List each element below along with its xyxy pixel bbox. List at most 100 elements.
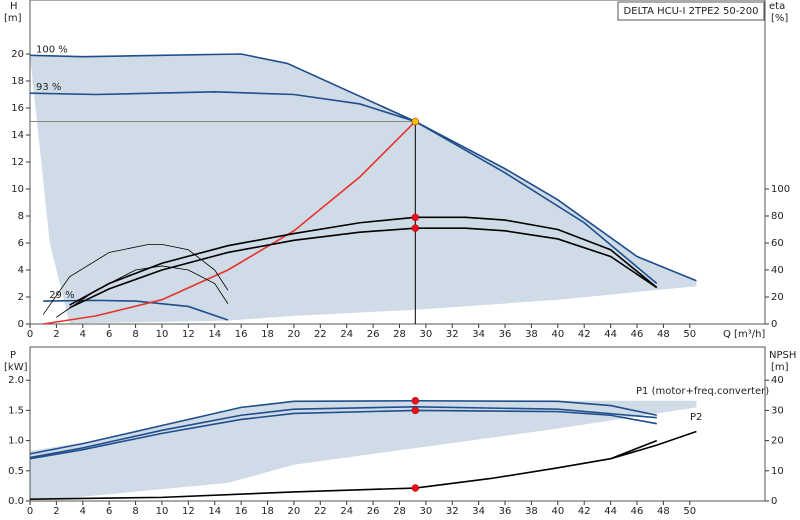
y2-axis-unit: [m] — [771, 362, 789, 373]
curve — [29, 90, 658, 285]
x-tick-label: 30 — [420, 329, 433, 340]
x-tick-label: 50 — [683, 506, 696, 517]
x-tick-label: 32 — [446, 506, 459, 517]
x-tick-label: 6 — [106, 506, 112, 517]
curve — [69, 216, 658, 306]
curve — [43, 120, 416, 325]
y2-tick-label: 20 — [771, 436, 784, 447]
y2-axis-label: NPSH — [769, 350, 796, 361]
y2-tick-label: 100 — [771, 184, 790, 195]
x-tick-label: 14 — [208, 329, 221, 340]
x-tick-label: 30 — [420, 506, 433, 517]
x-tick-label: 34 — [472, 506, 485, 517]
y-axis-unit: [kW] — [4, 362, 28, 373]
x-tick-label: 42 — [578, 506, 591, 517]
series-label: 93 % — [36, 82, 61, 93]
y-tick-label: 10 — [11, 184, 24, 195]
x-tick-label: 18 — [261, 329, 274, 340]
series-label: 100 % — [36, 44, 68, 55]
x-tick-label: 2 — [53, 506, 59, 517]
y-tick-label: 12 — [11, 157, 24, 168]
x-tick-label: 50 — [683, 329, 696, 340]
x-tick-label: 38 — [525, 506, 538, 517]
x-tick-label: 28 — [393, 329, 406, 340]
y-axis-label: P — [10, 350, 16, 361]
x-tick-label: 4 — [80, 329, 86, 340]
y-tick-label: 20 — [11, 49, 24, 60]
y-tick-label: 14 — [11, 130, 24, 141]
x-tick-label: 2 — [53, 329, 59, 340]
x-tick-label: 38 — [525, 329, 538, 340]
curve — [29, 405, 657, 459]
x-tick-label: 16 — [235, 506, 248, 517]
x-tick-label: 0 — [27, 506, 33, 517]
x-tick-label: 46 — [631, 506, 644, 517]
y2-tick-label: 80 — [771, 211, 784, 222]
x-tick-label: 8 — [132, 329, 138, 340]
y2-tick-label: 20 — [771, 292, 784, 303]
curve — [69, 227, 658, 309]
x-tick-label: 26 — [367, 329, 380, 340]
x-tick-label: 22 — [314, 329, 327, 340]
x-tick-label: 42 — [578, 329, 591, 340]
x-tick-label: 46 — [631, 329, 644, 340]
operating-point — [411, 213, 420, 222]
x-tick-label: 4 — [80, 506, 86, 517]
y-tick-label: 0.5 — [8, 466, 24, 477]
x-tick-label: 26 — [367, 506, 380, 517]
curve — [29, 53, 697, 282]
x-tick-label: 18 — [261, 506, 274, 517]
y-tick-label: 0.0 — [8, 496, 24, 507]
x-tick-label: 12 — [182, 506, 195, 517]
y-tick-label: 6 — [18, 238, 24, 249]
series-label: P1 (motor+freq.converter) — [636, 386, 769, 397]
y2-tick-label: 40 — [771, 265, 784, 276]
x-tick-label: 10 — [156, 506, 169, 517]
x-tick-label: 10 — [156, 329, 169, 340]
operating-point — [411, 396, 420, 405]
x-tick-label: 48 — [657, 506, 670, 517]
curve — [29, 399, 657, 455]
x-tick-label: 40 — [551, 329, 564, 340]
x-tick-label: 44 — [604, 506, 617, 517]
x-tick-label: 8 — [132, 506, 138, 517]
series-label: 29 % — [49, 290, 74, 301]
y-tick-label: 4 — [18, 265, 24, 276]
x-tick-label: 36 — [499, 329, 512, 340]
plot-frame — [29, 0, 766, 325]
y-tick-label: 0 — [18, 319, 24, 330]
y-tick-label: 8 — [18, 211, 24, 222]
curve — [29, 439, 658, 500]
chart-title: DELTA HCU-I 2TPE2 50-200 — [624, 6, 759, 17]
operating-point — [411, 224, 420, 232]
x-tick-label: 16 — [235, 329, 248, 340]
x-tick-label: 24 — [340, 329, 353, 340]
y2-tick-label: 10 — [771, 466, 784, 477]
y-tick-label: 2.0 — [8, 375, 24, 386]
operating-point — [411, 406, 420, 415]
curve — [42, 243, 229, 315]
x-tick-label: 40 — [551, 506, 564, 517]
y-tick-label: 16 — [11, 103, 24, 114]
y2-tick-label: 30 — [771, 405, 784, 416]
x-tick-label: 12 — [182, 329, 195, 340]
x-tick-label: 0 — [27, 329, 33, 340]
y-tick-label: 1.0 — [8, 436, 24, 447]
x-tick-label: 6 — [106, 329, 112, 340]
series-label: P2 — [690, 412, 702, 423]
operating-point — [411, 117, 420, 126]
curve — [29, 409, 657, 460]
y2-tick-label: 0 — [771, 496, 777, 507]
x-axis-label: Q [m³/h] — [723, 329, 765, 340]
x-tick-label: 34 — [472, 329, 485, 340]
x-tick-label: 14 — [208, 506, 221, 517]
x-tick-label: 20 — [288, 506, 301, 517]
curve — [56, 265, 229, 318]
operating-point — [411, 484, 420, 492]
x-tick-label: 20 — [288, 329, 301, 340]
y2-tick-label: 0 — [771, 319, 777, 330]
title-box — [617, 1, 765, 21]
y2-axis-unit: [%] — [771, 13, 788, 24]
y-tick-label: 2 — [18, 292, 24, 303]
